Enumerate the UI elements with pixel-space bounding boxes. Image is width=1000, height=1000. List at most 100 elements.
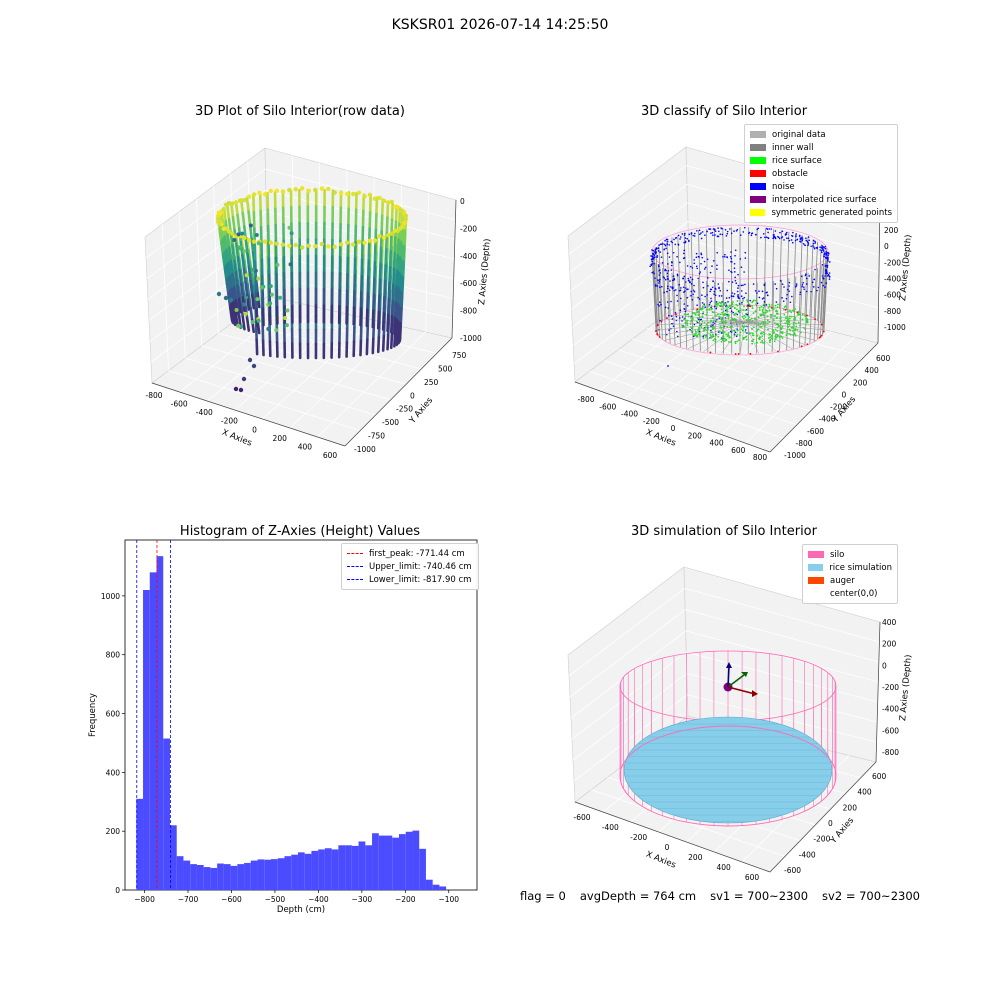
rice-surface-point xyxy=(736,329,739,332)
noise-point xyxy=(649,265,651,268)
noise-point xyxy=(763,301,766,303)
noise-point xyxy=(726,232,729,235)
histogram-bar xyxy=(291,854,298,890)
x-tick-label: −300 xyxy=(352,895,373,904)
noise-point xyxy=(820,281,823,284)
noise-point xyxy=(709,228,712,230)
wall-column xyxy=(248,260,253,276)
noise-point xyxy=(766,291,768,294)
rice-surface-point xyxy=(793,332,796,334)
histogram-bar xyxy=(372,833,379,890)
scatter-point xyxy=(234,308,239,313)
noise-point xyxy=(787,237,790,240)
noise-point xyxy=(730,260,732,263)
noise-point xyxy=(660,256,663,258)
noise-point xyxy=(722,255,724,258)
noise-point xyxy=(807,241,809,244)
rim-point xyxy=(351,191,356,197)
noise-point xyxy=(725,235,728,237)
floor-grid xyxy=(646,327,838,385)
radial-line xyxy=(739,305,746,323)
rice-surface-point xyxy=(740,328,743,331)
rice-surface-point xyxy=(759,332,762,335)
rice-surface-point xyxy=(741,329,744,332)
histogram-bar xyxy=(203,867,211,890)
rice-surface-point xyxy=(695,330,697,333)
rice-surface-point xyxy=(697,330,700,333)
noise-point xyxy=(823,255,825,257)
scatter-point xyxy=(247,357,253,363)
noise-point xyxy=(668,329,670,331)
inner-wall-column xyxy=(698,279,701,352)
histogram-bar xyxy=(257,859,265,890)
rice-surface-point xyxy=(758,309,761,311)
wall-column xyxy=(241,211,246,229)
noise-point xyxy=(698,298,701,300)
noise-point xyxy=(767,294,769,297)
inner-wall-column xyxy=(690,278,694,350)
noise-point xyxy=(740,284,743,287)
noise-point xyxy=(690,283,693,285)
rice-surface-point xyxy=(686,320,689,322)
wall-column xyxy=(395,253,400,273)
x-tick-label: 400 xyxy=(717,863,732,872)
noise-point xyxy=(765,304,768,306)
inner-wall-column xyxy=(661,241,667,319)
noise-point xyxy=(702,281,704,284)
rice-surface-point xyxy=(771,303,773,306)
rice-surface-point xyxy=(744,336,747,339)
z-tick-label: -600 xyxy=(882,726,899,735)
noise-point xyxy=(822,277,825,280)
noise-point xyxy=(781,230,784,233)
noise-point xyxy=(718,317,721,320)
rice-surface-point xyxy=(691,316,694,319)
x-axis-label: X Axies xyxy=(644,850,677,871)
noise-point xyxy=(758,296,761,299)
wall-column xyxy=(244,238,249,256)
noise-point xyxy=(667,278,669,280)
noise-point xyxy=(764,236,766,239)
inner-wall-column xyxy=(683,276,688,349)
x-tick-label: -600 xyxy=(171,400,188,409)
noise-point xyxy=(666,275,669,278)
scatter-point xyxy=(251,363,257,369)
noise-point xyxy=(708,228,710,230)
z-tick-label: -800 xyxy=(884,307,901,316)
wall-column xyxy=(371,337,375,355)
wall-column xyxy=(401,260,405,279)
y-tick-label: -800 xyxy=(796,439,813,448)
radial-line xyxy=(739,321,746,355)
noise-point xyxy=(675,237,677,240)
rice-surface-point xyxy=(742,309,744,311)
noise-point xyxy=(695,252,698,255)
z-tick-label: -200 xyxy=(460,224,477,233)
wall-column xyxy=(374,228,378,248)
histogram-bar xyxy=(237,864,245,890)
inner-wall-column xyxy=(698,230,701,309)
histogram-bar xyxy=(264,859,272,890)
noise-point xyxy=(823,253,826,256)
x-tick-label: -600 xyxy=(599,402,616,411)
rice-surface-point xyxy=(769,333,772,336)
noise-point xyxy=(721,301,723,303)
noise-point xyxy=(717,283,720,285)
noise-point xyxy=(693,259,695,261)
rice-surface-point xyxy=(779,317,782,320)
noise-point xyxy=(799,237,802,239)
rice-surface-point xyxy=(745,338,748,341)
rim-point xyxy=(372,238,378,243)
noise-point xyxy=(674,243,677,246)
z-tick-label: 200 xyxy=(882,640,897,649)
noise-point xyxy=(654,248,657,251)
rice-surface-point xyxy=(718,304,721,307)
noise-point xyxy=(735,230,738,232)
noise-point xyxy=(657,265,660,268)
rim-point xyxy=(280,189,286,194)
noise-point xyxy=(688,233,691,236)
rim-point xyxy=(287,187,292,193)
z-tick-label: 0 xyxy=(460,197,465,206)
rice-surface-point xyxy=(756,334,758,337)
noise-point xyxy=(684,308,686,311)
rice-surface-point xyxy=(787,323,789,326)
noise-point xyxy=(812,286,815,288)
